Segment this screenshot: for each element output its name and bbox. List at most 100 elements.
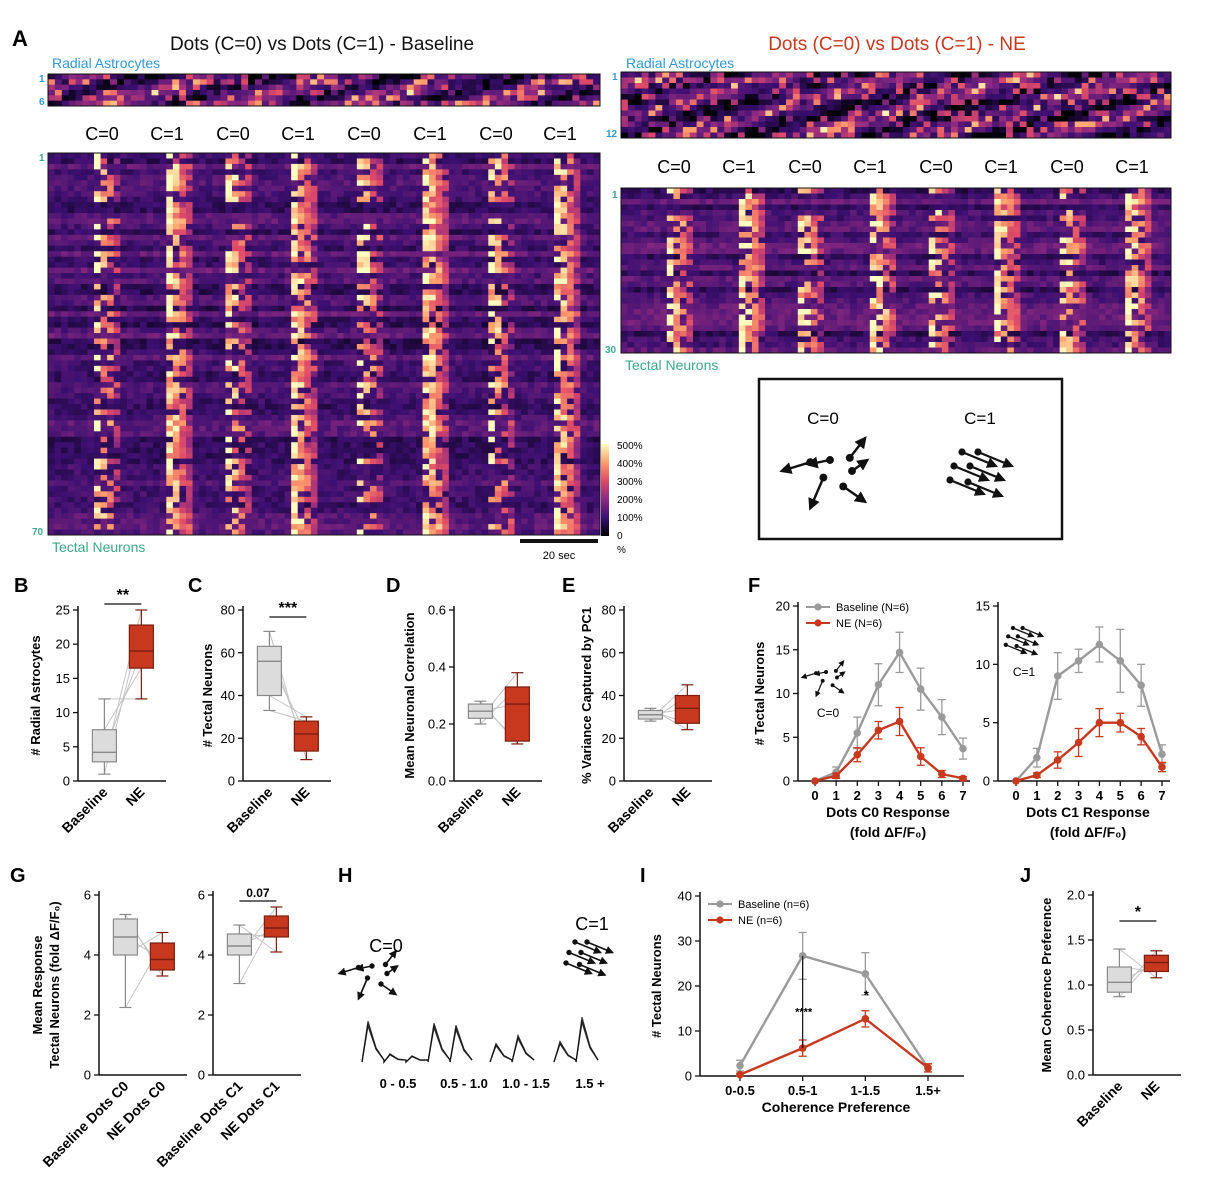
heatmap-cell [186,354,193,361]
heatmap-cell [682,121,691,128]
heatmap-cell [120,360,128,367]
heatmap-cell [494,240,502,247]
heatmap-cell [107,262,115,268]
heatmap-cell [534,360,542,367]
heatmap-cell [94,223,101,230]
heatmap-cell [1109,121,1117,128]
heatmap-cell [455,267,463,274]
heatmap-cell [416,365,423,372]
heatmap-cell [540,169,548,176]
heatmap-cell [682,110,691,117]
heatmap-cell [80,322,88,329]
heatmap-cell [567,229,575,236]
heatmap-cell [527,223,535,230]
heatmap-cell [264,163,272,170]
heatmap-cell [225,316,233,323]
heatmap-cell [531,100,539,107]
heatmap-cell [153,202,161,208]
heatmap-cell [278,256,285,263]
heatmap-cell [923,116,931,122]
heatmap-cell [951,132,959,139]
heatmap-cell [232,300,239,307]
heatmap-cell [343,234,351,241]
heatmap-cell [146,240,154,247]
heatmap-cell [356,365,364,372]
heatmap-cell [248,95,256,102]
heatmap-cell [937,127,945,133]
heatmap-cell [475,305,483,312]
heatmap-cell [1081,99,1089,106]
heatmap-cell [350,163,358,170]
heatmap-cell [455,196,463,203]
heatmap-cell [475,338,483,345]
heatmap-cell [199,191,207,198]
heatmap-cell [61,365,69,372]
heatmap-cell [350,333,358,339]
heatmap-cell [772,121,780,128]
heatmap-cell [271,294,279,301]
heatmap-cell [245,213,253,219]
heatmap-cell [765,94,773,100]
heatmap-cell [376,218,384,225]
heatmap-cell [61,191,69,198]
heatmap-cell [957,116,966,122]
heatmap-cell [297,245,305,252]
heatmap-cell [192,207,200,214]
heatmap-cell [462,365,469,372]
heatmap-cell [554,196,561,203]
heatmap-cell [238,267,246,274]
heatmap-cell [923,94,931,100]
heatmap-cell [133,305,141,312]
heatmap-cell [153,163,161,170]
heatmap-cell [159,300,167,307]
heatmap-cell [409,267,417,274]
heatmap-cell [689,94,698,100]
heatmap-cell [475,163,483,170]
heatmap-cell [475,74,484,80]
heatmap-cell [238,163,246,170]
heatmap-cell [527,273,535,279]
heatmap-cell [67,185,75,192]
heatmap-cell [324,371,331,378]
heatmap-cell [396,283,404,290]
heatmap-cell [409,273,417,279]
heatmap-cell [514,322,522,329]
heatmap-cell [527,289,535,296]
heatmap-cell [146,360,154,367]
heatmap-cell [199,354,207,361]
heatmap-cell [1122,94,1131,100]
heatmap-cell [554,245,561,252]
heatmap-cell [324,360,331,367]
heatmap-cell [547,289,555,296]
heatmap-cell [100,207,108,214]
heatmap-cell [220,79,228,86]
heatmap-cell [376,354,384,361]
heatmap-cell [317,376,325,383]
heatmap-cell [1047,94,1055,100]
heatmap-cell [422,256,430,263]
heatmap-cell [567,354,575,361]
heatmap-cell [481,267,489,274]
heatmap-cell [133,365,141,372]
heatmap-cell [89,74,97,80]
heatmap-cell [435,158,443,165]
heatmap-cell [429,349,437,356]
heatmap-cell [534,202,542,208]
heatmap-cell [370,251,377,258]
heatmap-cell [192,153,200,159]
heatmap-cell [324,223,331,230]
heatmap-cell [540,338,548,345]
heatmap-cell [508,169,515,176]
heatmap-cell [544,79,553,86]
heatmap-cell [494,191,502,198]
heatmap-cell [481,245,489,252]
heatmap-cell [304,316,312,323]
heatmap-cell [1122,127,1131,133]
heatmap-cell [567,283,575,290]
heatmap-cell [278,278,285,285]
heatmap-cell [580,327,588,334]
heatmap-cell [389,322,397,329]
heatmap-cell [514,294,522,301]
heatmap-cell [199,234,207,241]
heatmap-cell [554,360,561,367]
